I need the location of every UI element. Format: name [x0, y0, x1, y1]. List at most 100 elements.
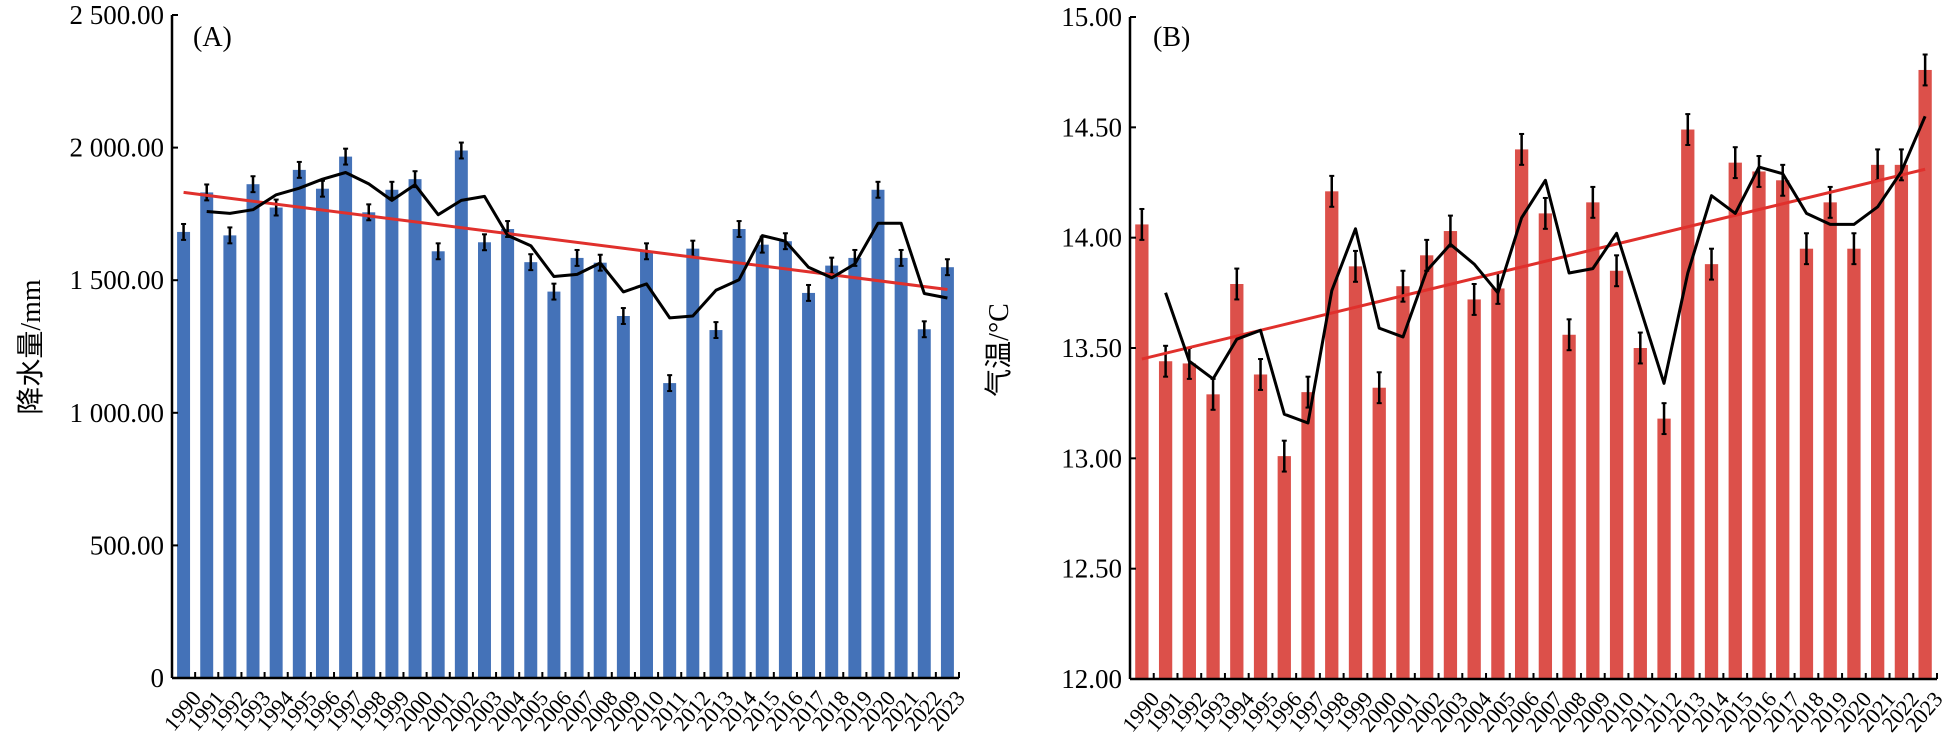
y-tick-label: 13.50	[1061, 333, 1122, 363]
bar	[524, 262, 538, 678]
error-bar	[1352, 249, 1358, 283]
bar	[732, 229, 746, 678]
bar	[755, 244, 769, 678]
bar	[1230, 284, 1244, 679]
bar	[686, 248, 700, 678]
y-tick-label: 15.00	[1061, 2, 1122, 32]
bar	[570, 257, 584, 678]
error-bar	[1471, 283, 1477, 316]
error-bar	[1922, 53, 1928, 87]
error-bar	[667, 374, 673, 393]
error-bar	[1685, 113, 1691, 146]
bar	[1135, 224, 1149, 679]
y-tick-label: 500.00	[90, 530, 164, 560]
bar	[269, 207, 283, 678]
bar	[200, 192, 214, 678]
bar	[547, 291, 561, 678]
bar	[802, 292, 816, 678]
y-tick-label: 12.00	[1061, 664, 1122, 694]
y-tick-label: 14.50	[1061, 112, 1122, 142]
error-bar	[181, 222, 187, 241]
bar	[894, 257, 908, 678]
bar	[1348, 266, 1363, 679]
bar	[1467, 299, 1481, 679]
error-bar	[1258, 358, 1264, 391]
error-bar	[1780, 163, 1786, 197]
error-bar	[481, 233, 487, 252]
y-tick-label: 0	[151, 663, 165, 693]
y-tick-label: 1 500.00	[70, 265, 165, 295]
bar	[339, 156, 353, 678]
bar	[940, 267, 954, 678]
bar	[709, 330, 723, 678]
bar	[1609, 270, 1624, 679]
bar	[1562, 334, 1576, 679]
error-bar	[1637, 331, 1643, 365]
bar	[1823, 202, 1837, 680]
panel-label: (A)	[193, 22, 232, 53]
bar	[1894, 164, 1909, 679]
bar	[1325, 191, 1339, 679]
error-bar	[736, 220, 742, 238]
bar	[478, 242, 491, 678]
bar	[454, 150, 468, 678]
bar	[917, 329, 931, 678]
error-bar	[1329, 174, 1335, 208]
bar	[778, 241, 792, 678]
error-bar	[204, 183, 210, 202]
bar	[848, 257, 862, 678]
moving-average-line	[206, 171, 948, 320]
bar	[1871, 164, 1885, 679]
error-bar	[806, 283, 812, 302]
bar	[223, 235, 237, 678]
error-bar	[551, 282, 557, 301]
bar	[1728, 162, 1742, 679]
bar	[663, 383, 677, 678]
y-tick-label: 2 500.00	[70, 0, 165, 30]
bar	[1301, 392, 1315, 679]
bar	[431, 251, 445, 678]
error-bar	[898, 248, 904, 267]
error-bar	[296, 160, 302, 179]
error-bar	[1139, 207, 1145, 241]
bar	[1253, 374, 1268, 679]
panel-label: (B)	[1153, 22, 1190, 53]
bar	[593, 262, 607, 678]
bar	[1918, 69, 1932, 679]
bar	[1491, 288, 1505, 679]
error-bar	[1851, 232, 1857, 266]
bar	[1396, 286, 1410, 679]
chart-panel-b: 12.0012.5013.0013.5014.0014.5015.0019901…	[983, 2, 1945, 737]
error-bar	[1376, 371, 1382, 405]
bar	[825, 265, 839, 678]
bar	[1443, 231, 1458, 679]
bar	[177, 231, 191, 678]
error-bar	[250, 175, 256, 194]
error-bar	[343, 147, 349, 166]
trend-line	[1141, 167, 1926, 361]
error-bar	[1163, 344, 1169, 378]
error-bar	[366, 203, 372, 222]
y-axis-title: 气温/°C	[983, 303, 1015, 397]
error-bar	[713, 321, 719, 340]
error-bar	[227, 226, 233, 245]
error-bar	[435, 242, 441, 261]
error-bar	[1732, 146, 1738, 180]
y-tick-label: 12.50	[1061, 554, 1122, 584]
bar	[1752, 171, 1766, 679]
error-bar	[1803, 232, 1809, 266]
error-bar	[620, 307, 626, 325]
bar	[871, 189, 885, 679]
error-bar	[1281, 439, 1287, 473]
bar	[1277, 456, 1291, 679]
error-bar	[921, 320, 927, 339]
bar	[1657, 418, 1671, 679]
bar	[616, 316, 630, 678]
bar	[1799, 248, 1814, 679]
bar	[1182, 363, 1196, 679]
y-axis-title: 降水量/mm	[15, 279, 47, 415]
error-bar	[458, 141, 464, 160]
bar	[1420, 255, 1434, 679]
